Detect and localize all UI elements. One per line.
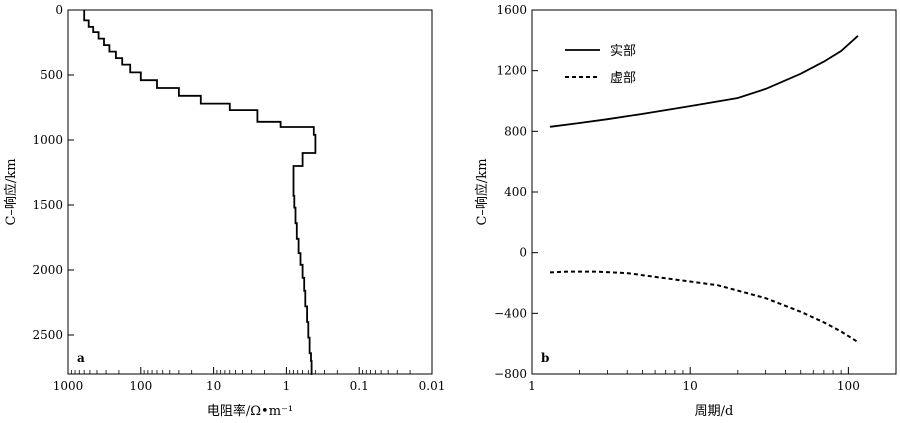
y-tick-label: 1500 xyxy=(32,198,63,212)
x-tick-label: 1 xyxy=(528,379,536,393)
panel-b-x-ticks: 1 10 100 xyxy=(528,367,897,393)
resistivity-profile-line xyxy=(83,10,317,375)
y-tick-label: 0 xyxy=(519,246,527,260)
y-tick-label: 500 xyxy=(40,68,63,82)
y-tick-label: 1200 xyxy=(496,64,527,78)
c-response-period-panel: 1 10 100 −800 −400 0 400 800 1200 1600 实部 虚部 b 周… xyxy=(474,3,897,419)
resistivity-depth-panel: 1000 100 10 1 0.1 0.01 0 500 1000 1500 2000 2500 a… xyxy=(3,3,445,419)
panel-b-frame xyxy=(531,9,897,375)
panel-a-y-axis-title: C–响应/km xyxy=(3,158,19,225)
panel-a-label: a xyxy=(77,351,85,365)
imaginary-part-line xyxy=(549,270,859,343)
panel-b-x-axis-title: 周期/d xyxy=(695,404,734,419)
y-tick-label: 2500 xyxy=(32,328,63,342)
x-tick-label: 1000 xyxy=(53,379,84,393)
panel-a-y-ticks: 0 500 1000 1500 2000 2500 xyxy=(32,3,74,342)
x-tick-label: 100 xyxy=(837,379,860,393)
real-part-line xyxy=(549,35,859,128)
panel-b-label: b xyxy=(541,351,549,365)
y-tick-label: 0 xyxy=(55,3,63,17)
x-tick-label: 1 xyxy=(283,379,291,393)
panel-a-x-axis-title: 电阻率/Ω•m⁻¹ xyxy=(207,403,293,419)
x-tick-label: 10 xyxy=(206,379,221,393)
panel-b-y-ticks: −800 −400 0 400 800 1200 1600 xyxy=(494,3,538,381)
panel-a-frame xyxy=(67,9,433,375)
x-tick-label: 0.01 xyxy=(419,379,446,393)
legend: 实部 虚部 xyxy=(565,44,636,86)
panel-b-y-axis-title: C–响应/km xyxy=(474,158,490,225)
y-tick-label: 1600 xyxy=(496,3,527,17)
legend-real-label: 实部 xyxy=(610,44,636,59)
panel-a-x-ticks: 1000 100 10 1 0.1 0.01 xyxy=(53,367,446,393)
y-tick-label: 1000 xyxy=(32,133,63,147)
y-tick-label: 400 xyxy=(504,185,527,199)
x-tick-label: 100 xyxy=(129,379,152,393)
y-tick-label: −400 xyxy=(494,306,527,320)
x-tick-label: 10 xyxy=(683,379,698,393)
legend-imag-label: 虚部 xyxy=(610,71,636,86)
x-tick-label: 0.1 xyxy=(350,379,369,393)
y-tick-label: −800 xyxy=(494,367,527,381)
y-tick-label: 800 xyxy=(504,124,527,138)
y-tick-label: 2000 xyxy=(32,263,63,277)
